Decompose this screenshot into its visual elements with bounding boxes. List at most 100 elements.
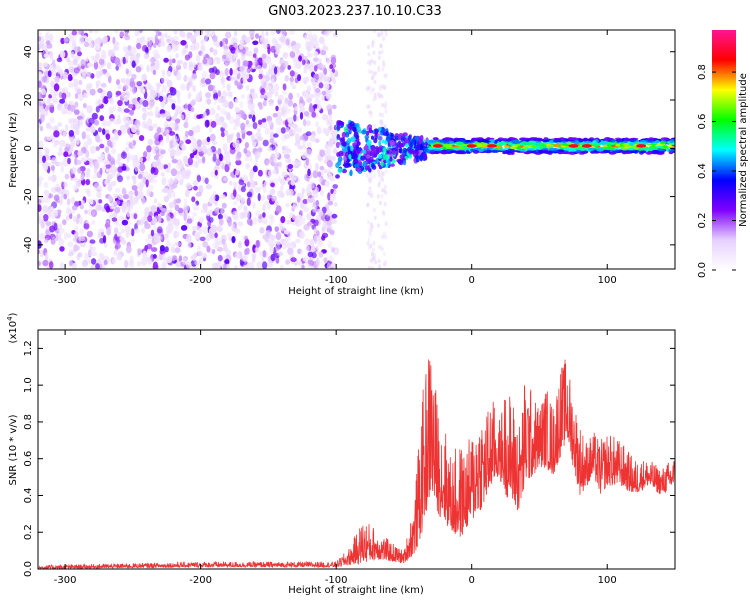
spectrogram-cell xyxy=(618,150,626,153)
spectrogram-cell xyxy=(147,215,153,223)
spectrogram-cell xyxy=(535,146,542,149)
figure-title: GN03.2023.237.10.10.C33 xyxy=(268,4,442,19)
spectrogram-cell xyxy=(98,64,104,71)
spectrogram-cell xyxy=(58,238,65,247)
colorbar-tick-label: 0.2 xyxy=(697,213,708,229)
spectrogram-cell xyxy=(222,247,229,252)
spectrogram-cell xyxy=(581,138,589,142)
spectrogram-cell xyxy=(379,200,382,206)
spectrogram-cell xyxy=(115,65,119,71)
spectrogram-cell xyxy=(77,51,82,57)
spectrogram-cell xyxy=(326,160,333,168)
spectrogram-cell xyxy=(265,159,269,166)
spectrogram-cell xyxy=(259,227,265,234)
spectrogram-cell xyxy=(202,203,208,210)
spectrogram-cell xyxy=(141,256,148,262)
spectrogram-cell xyxy=(107,194,113,202)
spectrogram-cell xyxy=(166,212,172,222)
spectrogram-cell xyxy=(366,86,370,92)
spectrogram-cell xyxy=(281,171,288,178)
spectrogram-cell xyxy=(541,139,551,142)
spectrogram-cell xyxy=(361,129,367,135)
spectrogram-cell xyxy=(196,139,202,148)
spectrogram-cell xyxy=(73,109,80,115)
spectrogram-cell xyxy=(126,210,131,218)
spectrogram-cell xyxy=(453,147,459,151)
x-tick-label: -200 xyxy=(189,575,212,586)
spectrogram-cell xyxy=(212,153,217,162)
y-tick-label: 0.2 xyxy=(23,524,34,540)
spectrogram-cell xyxy=(299,249,304,255)
spectrogram-cell xyxy=(65,91,71,98)
spectrogram-cell xyxy=(129,198,134,206)
spectrogram-cell xyxy=(63,231,68,240)
spectrogram-marks xyxy=(38,30,675,269)
spectrogram-cell xyxy=(74,92,79,99)
x-tick-label: -300 xyxy=(54,275,77,286)
spectrogram-cell xyxy=(90,258,97,265)
spectrogram-cell xyxy=(99,115,105,122)
spectrogram-cell xyxy=(186,112,191,119)
spectrogram-cell xyxy=(84,252,89,261)
spectrogram-cell xyxy=(255,246,260,254)
spectrogram-cell xyxy=(150,247,158,252)
spectrogram-cell xyxy=(194,231,201,240)
spectrogram-cell xyxy=(208,217,214,223)
spectrogram-cell xyxy=(97,185,102,190)
spectrogram-cell xyxy=(291,45,297,51)
spectrogram-cell xyxy=(326,168,331,174)
spectrogram-cell xyxy=(67,74,73,82)
spectrogram-cell xyxy=(186,218,193,224)
spectrogram-cell xyxy=(383,104,387,109)
spectrogram-cell xyxy=(296,196,301,203)
spectrogram-cell xyxy=(113,120,118,125)
spectrogram-cell xyxy=(183,204,190,213)
spectrogram-cell xyxy=(95,146,100,151)
spectrogram-cell xyxy=(175,198,181,204)
spectrogram-cell xyxy=(111,140,117,148)
spectrogram-cell xyxy=(404,138,409,143)
spectrogram-cell xyxy=(166,38,171,43)
spectrogram-cell xyxy=(192,85,197,92)
spectrogram-cell xyxy=(237,205,242,211)
spectrogram-cell xyxy=(368,186,372,191)
spectrogram-cell xyxy=(195,154,200,160)
spectrogram-cell xyxy=(262,217,268,225)
spectrogram-cell xyxy=(39,233,45,240)
spectrogram-cell xyxy=(324,144,329,150)
spectrogram-cell xyxy=(164,32,168,39)
spectrogram-cell xyxy=(323,30,330,37)
spectrogram-cell xyxy=(378,126,382,132)
spectrogram-cell xyxy=(86,83,93,89)
spectrogram-cell xyxy=(378,264,382,269)
spectrogram-cell xyxy=(107,139,112,147)
spectrogram-cell xyxy=(83,41,90,48)
spectrogram-cell xyxy=(96,190,102,199)
spectrogram-cell xyxy=(122,84,129,91)
spectrogram-cell xyxy=(50,165,55,171)
spectrogram-cell xyxy=(136,42,142,50)
spectrogram-cell xyxy=(257,102,263,107)
spectrogram-cell xyxy=(187,92,192,98)
spectrogram-cell xyxy=(121,92,127,99)
spectrogram-cell xyxy=(260,88,266,96)
spectrogram-cell xyxy=(211,224,218,233)
spectrogram-cell xyxy=(247,93,251,102)
spectrogram-cell xyxy=(122,189,127,196)
spectrogram-cell xyxy=(369,127,372,133)
colorbar-ticks: 0.0 0.2 0.4 0.6 0.8 xyxy=(697,64,736,278)
spectrogram-cell xyxy=(103,259,108,266)
spectrogram-cell xyxy=(373,79,377,85)
spectrogram-cell xyxy=(205,78,212,85)
spectrogram-cell xyxy=(127,103,134,109)
spectrogram-cell xyxy=(38,36,42,42)
spectrogram-cell xyxy=(629,150,638,153)
spectrogram-cell xyxy=(189,153,195,159)
spectrogram-cell xyxy=(206,245,211,253)
spectrogram-cell xyxy=(368,156,374,163)
spectrogram-cell xyxy=(117,193,123,201)
spectrogram-cell xyxy=(152,160,156,167)
spectrogram-cell xyxy=(235,114,242,120)
spectrogram-cell xyxy=(174,108,179,118)
spectrogram-cell xyxy=(224,111,231,116)
